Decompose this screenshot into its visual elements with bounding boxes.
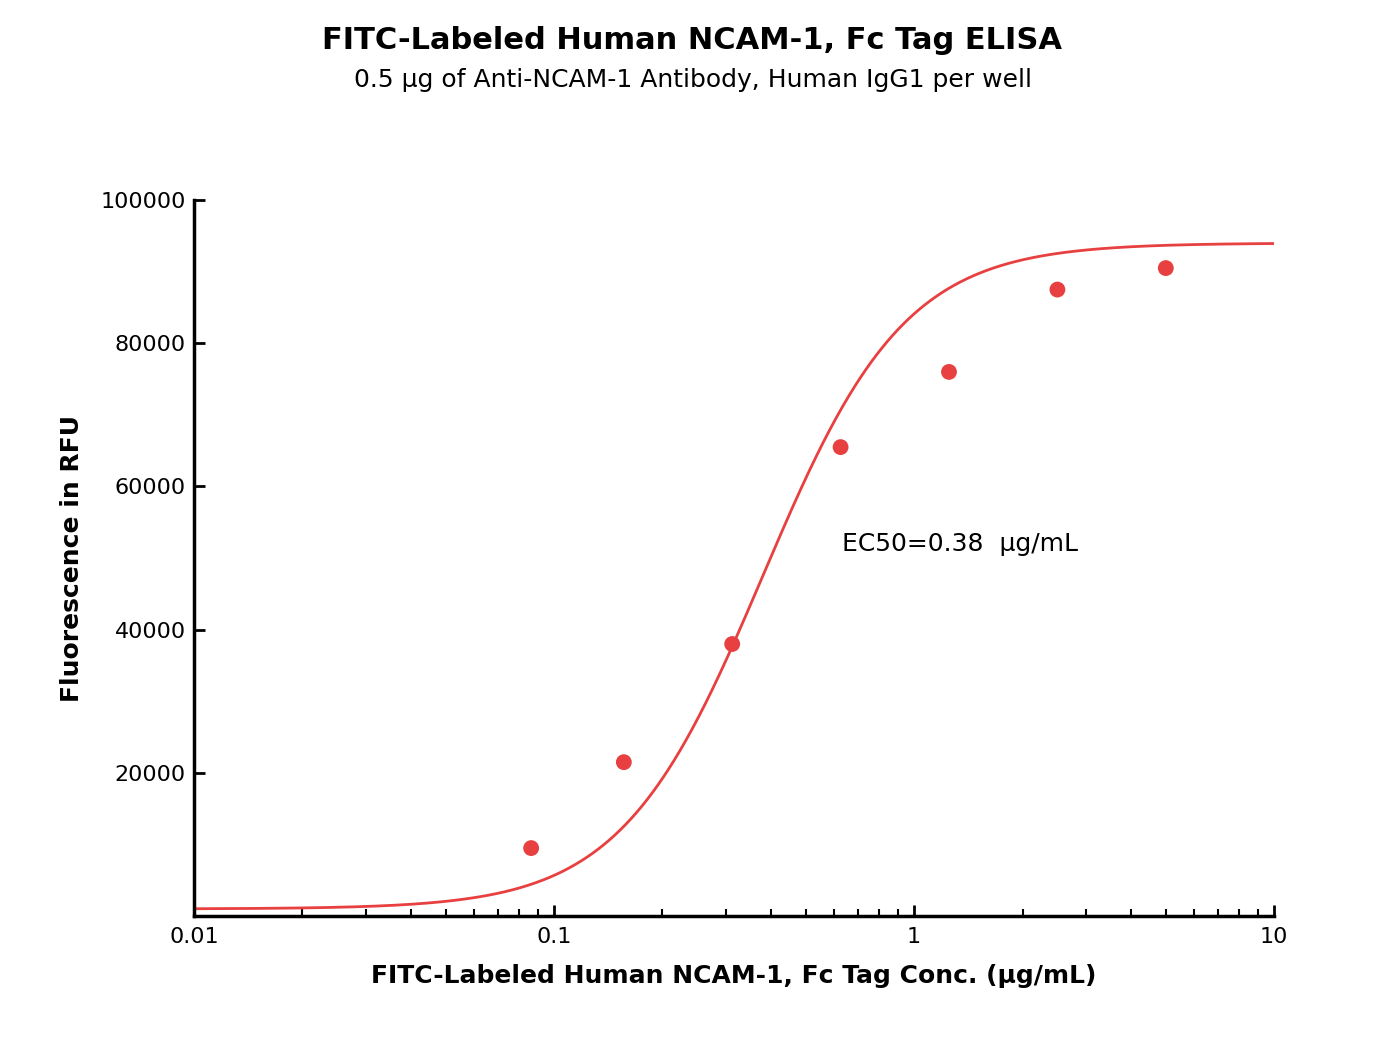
X-axis label: FITC-Labeled Human NCAM-1, Fc Tag Conc. (μg/mL): FITC-Labeled Human NCAM-1, Fc Tag Conc. … bbox=[371, 963, 1097, 988]
Point bbox=[519, 839, 542, 856]
Text: FITC-Labeled Human NCAM-1, Fc Tag ELISA: FITC-Labeled Human NCAM-1, Fc Tag ELISA bbox=[323, 26, 1062, 56]
Y-axis label: Fluorescence in RFU: Fluorescence in RFU bbox=[60, 415, 83, 701]
Point bbox=[612, 754, 634, 771]
Point bbox=[1155, 260, 1177, 277]
Point bbox=[830, 439, 852, 456]
Point bbox=[938, 363, 960, 380]
Text: 0.5 μg of Anti-NCAM-1 Antibody, Human IgG1 per well: 0.5 μg of Anti-NCAM-1 Antibody, Human Ig… bbox=[353, 68, 1032, 93]
Text: EC50=0.38  μg/mL: EC50=0.38 μg/mL bbox=[842, 532, 1078, 556]
Point bbox=[1046, 281, 1068, 298]
Point bbox=[722, 636, 744, 653]
